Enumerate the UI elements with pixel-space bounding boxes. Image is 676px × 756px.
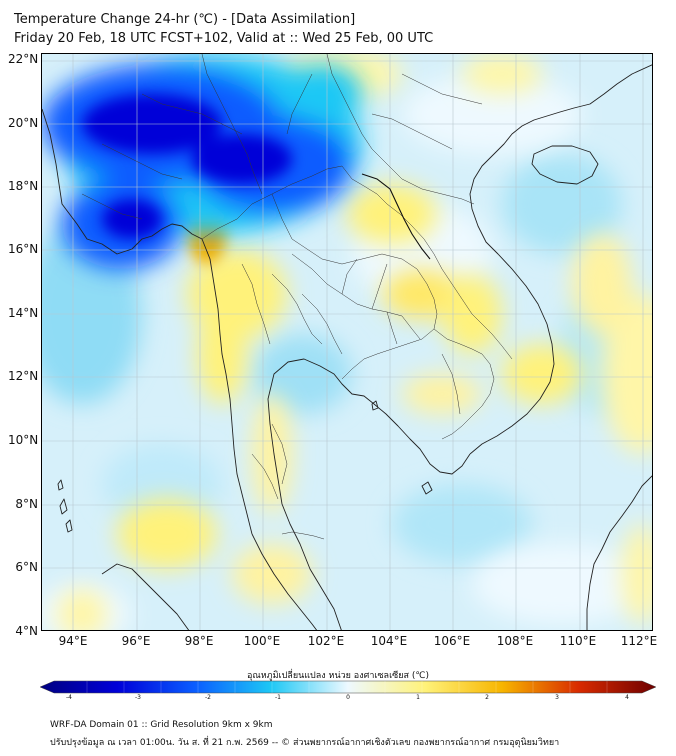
footer-credit: ปรับปรุงข้อมูล ณ เวลา 01:00น. วัน ส. ที่… xyxy=(50,738,560,748)
lon-label-96: 96°E xyxy=(121,634,151,648)
colorbar-title: อุณหภูมิเปลี่ยนแปลง หน่วย องศาเซลเซียส (… xyxy=(246,671,430,681)
colorbar-tick-neg3: -3 xyxy=(135,694,141,701)
colorbar xyxy=(40,680,656,694)
lat-label-18: 18°N xyxy=(8,179,39,193)
lat-label-6: 6°N xyxy=(15,560,38,574)
lon-label-102: 102°E xyxy=(307,634,345,648)
lat-label-16: 16°N xyxy=(8,242,39,256)
lon-label-108: 108°E xyxy=(496,634,534,648)
lon-label-94: 94°E xyxy=(58,634,88,648)
chart-subtitle: Friday 20 Feb, 18 UTC FCST+102, Valid at… xyxy=(14,31,434,46)
colorbar-tick-neg1: -1 xyxy=(275,694,281,701)
colorbar-tick-3: 3 xyxy=(555,694,559,701)
colorbar-tick-neg4: -4 xyxy=(66,694,72,701)
lon-label-110: 110°E xyxy=(559,634,597,648)
lat-label-8: 8°N xyxy=(15,497,38,511)
highlight-border xyxy=(361,173,431,260)
colorbar-tick-4: 4 xyxy=(625,694,629,701)
coastlines xyxy=(42,64,652,630)
colorbar-tick-0: 0 xyxy=(346,694,350,701)
lon-label-112: 112°E xyxy=(620,634,658,648)
lat-label-12: 12°N xyxy=(8,369,39,383)
lon-label-98: 98°E xyxy=(184,634,214,648)
lat-label-14: 14°N xyxy=(8,306,39,320)
graticule xyxy=(42,54,652,630)
country-borders xyxy=(81,54,513,540)
colorbar-gradient xyxy=(40,680,656,694)
colorbar-tick-neg2: -2 xyxy=(205,694,211,701)
footer-model-info: WRF-DA Domain 01 :: Grid Resolution 9km … xyxy=(50,720,273,730)
lat-label-22: 22°N xyxy=(8,52,39,66)
lat-label-10: 10°N xyxy=(8,433,39,447)
lat-label-4: 4°N xyxy=(15,624,38,638)
colorbar-tick-2: 2 xyxy=(485,694,489,701)
lat-label-20: 20°N xyxy=(8,116,39,130)
lon-label-100: 100°E xyxy=(243,634,281,648)
lon-label-106: 106°E xyxy=(433,634,471,648)
lon-label-104: 104°E xyxy=(370,634,408,648)
colorbar-segments xyxy=(86,681,608,693)
temperature-field-map xyxy=(42,54,652,630)
colorbar-tick-1: 1 xyxy=(416,694,420,701)
map-panel xyxy=(41,53,653,631)
chart-title: Temperature Change 24-hr (℃) - [Data Ass… xyxy=(14,12,356,27)
